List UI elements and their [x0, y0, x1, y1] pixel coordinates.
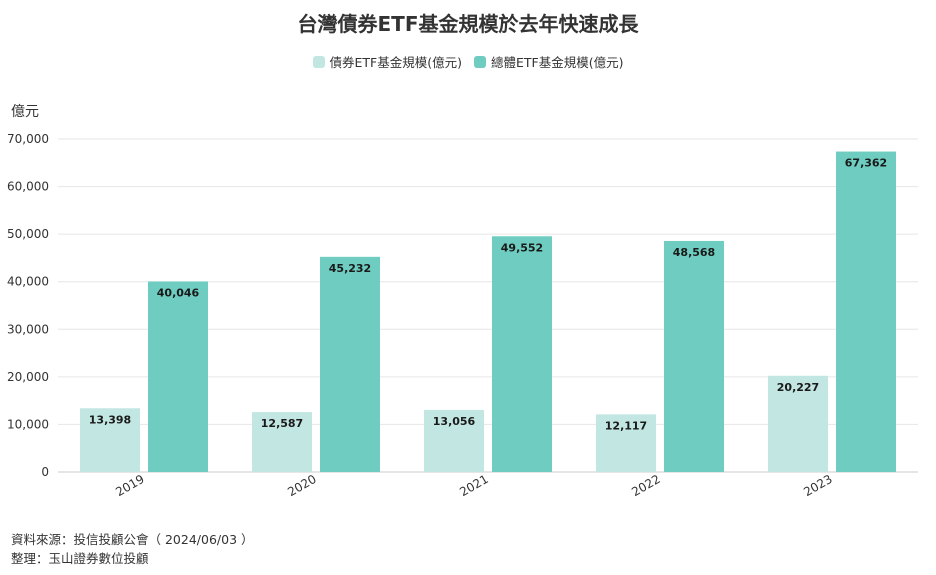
bar-bond-etf — [424, 409, 484, 472]
y-tick-label: 50,000 — [7, 227, 49, 241]
bar-total-etf — [492, 236, 552, 472]
chart-legend: 債券ETF基金規模(億元) 總體ETF基金規模(億元) — [0, 52, 936, 71]
bar-value-label: 40,046 — [157, 286, 200, 299]
bar-value-label: 12,117 — [605, 419, 647, 432]
y-tick-label: 70,000 — [7, 132, 49, 146]
y-tick-label: 20,000 — [7, 370, 49, 384]
legend-label-total-etf: 總體ETF基金規模(億元) — [491, 55, 624, 70]
x-tick-label: 2019 — [113, 472, 146, 499]
bar-total-etf — [664, 240, 724, 472]
footer-source: 資料來源：投信投顧公會（ 2024/06/03 ） — [11, 532, 254, 547]
bar-total-etf — [320, 256, 380, 472]
chart-title: 台灣債券ETF基金規模於去年快速成長 — [297, 12, 639, 36]
y-tick-label: 60,000 — [7, 180, 49, 194]
y-tick-label: 40,000 — [7, 275, 49, 289]
bar-total-etf — [836, 151, 896, 472]
y-tick-label: 10,000 — [7, 417, 49, 431]
bar-value-label: 13,056 — [433, 415, 476, 428]
bar-value-label: 13,398 — [89, 413, 131, 426]
bar-value-label: 45,232 — [329, 262, 371, 275]
bar-bond-etf — [80, 408, 140, 472]
legend-item-bond-etf[interactable]: 債券ETF基金規模(億元) — [312, 52, 462, 71]
bar-value-label: 12,587 — [261, 417, 303, 430]
legend-swatch-total-etf — [474, 55, 486, 68]
bar-bond-etf — [252, 412, 312, 472]
x-tick-label: 2023 — [801, 472, 834, 499]
legend-label-bond-etf: 債券ETF基金規模(億元) — [329, 55, 462, 70]
bar-bond-etf — [596, 414, 656, 472]
x-tick-label: 2020 — [285, 472, 318, 499]
y-tick-label: 30,000 — [7, 322, 49, 336]
bar-value-label: 48,568 — [673, 246, 715, 259]
x-tick-label: 2021 — [457, 472, 490, 499]
bar-value-label: 49,552 — [501, 241, 543, 254]
bar-bond-etf — [768, 375, 828, 472]
x-tick-label: 2022 — [629, 472, 662, 499]
bar-total-etf — [148, 281, 208, 472]
legend-item-total-etf[interactable]: 總體ETF基金規模(億元) — [474, 52, 623, 71]
bar-value-label: 20,227 — [777, 381, 819, 394]
footer-compiled-by: 整理：玉山證券數位投顧 — [11, 551, 149, 566]
legend-swatch-bond-etf — [312, 55, 325, 68]
bar-value-label: 67,362 — [845, 157, 887, 170]
y-axis-unit-label: 億元 — [11, 104, 39, 120]
y-tick-label: 0 — [41, 465, 49, 479]
